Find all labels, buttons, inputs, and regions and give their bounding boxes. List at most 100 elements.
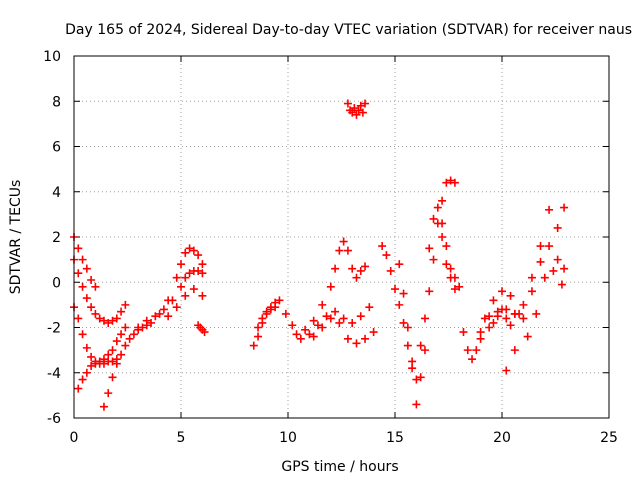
data-point-marker <box>519 300 528 309</box>
data-point-marker <box>369 328 378 337</box>
data-point-marker <box>399 289 408 298</box>
data-point-marker <box>438 219 447 228</box>
data-point-marker <box>108 373 117 382</box>
data-point-marker <box>425 244 434 253</box>
data-point-marker <box>172 273 181 282</box>
data-point-marker <box>416 341 425 350</box>
data-point-marker <box>361 262 370 271</box>
data-point-marker <box>540 273 549 282</box>
y-tick-label: 6 <box>52 140 61 156</box>
data-point-marker <box>112 314 121 323</box>
series-arc-f <box>134 266 207 332</box>
data-point-marker <box>485 312 494 321</box>
data-point-marker <box>403 323 412 332</box>
data-point-marker <box>262 307 271 316</box>
data-point-marker <box>523 332 532 341</box>
data-point-marker <box>527 273 536 282</box>
x-tick-label: 10 <box>279 430 297 446</box>
data-point-marker <box>378 242 387 251</box>
data-point-marker <box>476 328 485 337</box>
data-point-marker <box>82 294 91 303</box>
data-point-marker <box>352 110 361 119</box>
series-arc-w <box>476 203 569 343</box>
data-point-marker <box>104 350 113 359</box>
data-point-marker <box>82 343 91 352</box>
data-point-marker <box>258 314 267 323</box>
chart-title: Day 165 of 2024, Sidereal Day-to-day VTE… <box>65 22 632 38</box>
data-point-marker <box>403 341 412 350</box>
data-point-marker <box>476 334 485 343</box>
data-point-marker <box>442 178 451 187</box>
data-point-marker <box>343 246 352 255</box>
data-point-marker <box>108 357 117 366</box>
data-point-marker <box>309 316 318 325</box>
data-point-marker <box>78 375 87 384</box>
data-point-marker <box>408 357 417 366</box>
data-point-marker <box>254 323 263 332</box>
data-point-marker <box>305 330 314 339</box>
data-point-marker <box>164 312 173 321</box>
series-arc-n <box>296 303 374 343</box>
series-arc-b <box>70 255 130 327</box>
data-point-marker <box>502 305 511 314</box>
data-point-marker <box>189 246 198 255</box>
data-point-marker <box>301 325 310 334</box>
data-point-marker <box>181 291 190 300</box>
series-arc-l <box>281 309 297 330</box>
data-point-marker <box>335 246 344 255</box>
data-point-marker <box>545 205 554 214</box>
data-point-marker <box>545 242 554 251</box>
data-point-marker <box>446 264 455 273</box>
data-point-marker <box>536 242 545 251</box>
data-point-marker <box>194 251 203 260</box>
data-point-marker <box>198 291 207 300</box>
data-point-marker <box>108 346 117 355</box>
data-point-marker <box>442 242 451 251</box>
data-point-marker <box>108 316 117 325</box>
data-point-marker <box>104 389 113 398</box>
data-point-marker <box>87 275 96 284</box>
series-arc-u <box>438 219 464 291</box>
data-point-marker <box>78 282 87 291</box>
data-point-marker <box>356 101 365 110</box>
data-point-marker <box>181 248 190 257</box>
data-point-marker <box>339 237 348 246</box>
data-point-marker <box>104 318 113 327</box>
data-point-marker <box>164 296 173 305</box>
data-point-marker <box>99 355 108 364</box>
data-point-marker <box>420 346 429 355</box>
data-point-marker <box>335 318 344 327</box>
data-point-marker <box>416 373 425 382</box>
data-point-marker <box>382 251 391 260</box>
data-point-marker <box>485 323 494 332</box>
data-point-marker <box>408 364 417 373</box>
data-point-marker <box>281 309 290 318</box>
data-point-marker <box>343 99 352 108</box>
data-point-marker <box>326 282 335 291</box>
x-tick-label: 5 <box>177 430 186 446</box>
data-point-marker <box>125 334 134 343</box>
data-point-marker <box>399 318 408 327</box>
data-point-marker <box>450 273 459 282</box>
data-point-marker <box>121 341 130 350</box>
data-point-marker <box>463 346 472 355</box>
data-point-marker <box>318 300 327 309</box>
data-point-marker <box>395 300 404 309</box>
data-point-marker <box>112 359 121 368</box>
data-point-marker <box>412 375 421 384</box>
data-point-marker <box>121 300 130 309</box>
data-point-marker <box>412 400 421 409</box>
data-point-marker <box>198 260 207 269</box>
data-point-marker <box>472 346 481 355</box>
data-point-marker <box>343 334 352 343</box>
data-point-marker <box>200 328 209 337</box>
y-tick-label: 10 <box>43 49 61 65</box>
data-point-marker <box>429 255 438 264</box>
data-point-marker <box>450 285 459 294</box>
tick-labels: 0 5 10 15 20 25 -6 -4 -2 0 2 4 6 8 10 <box>43 49 618 446</box>
data-point-marker <box>151 312 160 321</box>
data-point-marker <box>459 328 468 337</box>
plot-frame <box>73 55 610 419</box>
